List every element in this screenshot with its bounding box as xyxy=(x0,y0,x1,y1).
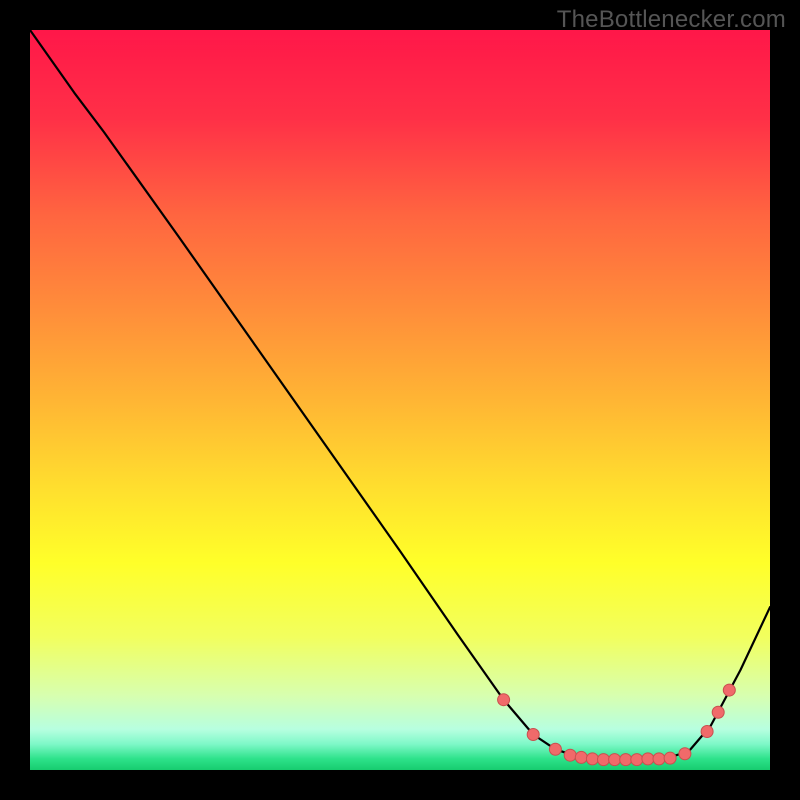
data-marker xyxy=(575,751,587,763)
data-marker xyxy=(653,753,665,765)
marker-group xyxy=(498,684,736,766)
data-marker xyxy=(564,749,576,761)
data-marker xyxy=(586,753,598,765)
data-marker xyxy=(642,753,654,765)
data-marker xyxy=(664,752,676,764)
data-marker xyxy=(679,748,691,760)
data-marker xyxy=(701,726,713,738)
data-marker xyxy=(598,754,610,766)
data-marker xyxy=(527,728,539,740)
data-marker xyxy=(549,743,561,755)
plot-area xyxy=(30,30,770,770)
data-marker xyxy=(723,684,735,696)
data-marker xyxy=(712,706,724,718)
data-marker xyxy=(631,754,643,766)
curve-overlay xyxy=(30,30,770,770)
data-marker xyxy=(498,694,510,706)
bottleneck-curve xyxy=(30,30,770,760)
chart-container: TheBottlenecker.com xyxy=(0,0,800,800)
data-marker xyxy=(620,754,632,766)
data-marker xyxy=(609,754,621,766)
